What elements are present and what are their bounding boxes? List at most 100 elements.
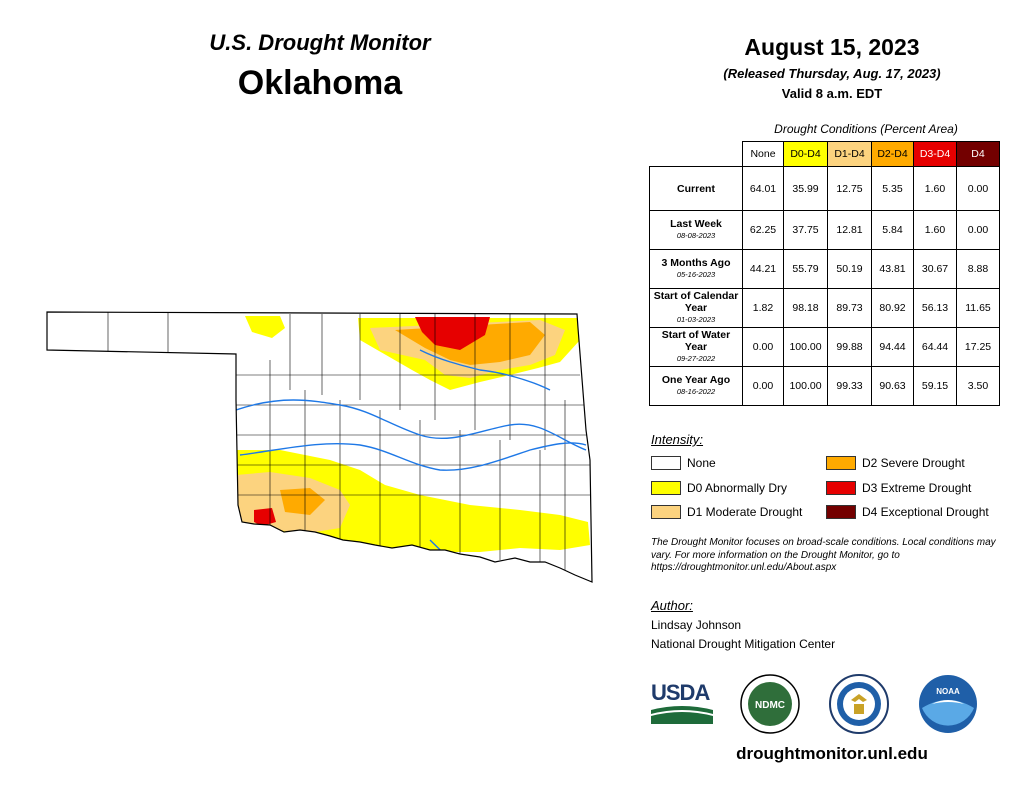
table-cell: 12.75 [827,166,872,211]
legend-swatch [651,456,681,470]
table-cell: 98.18 [783,288,828,328]
row-label-text: One Year Ago [661,374,731,386]
table-cell: 94.44 [871,327,914,367]
website-url: droughtmonitor.unl.edu [736,744,928,763]
table-cell: 0.00 [742,366,784,406]
author-org: National Drought Mitigation Center [651,637,836,651]
state-name: Oklahoma [237,64,403,102]
col-header-d4: D4 [956,141,1000,167]
row-label: Start of Water Year 09-27-2022 [649,327,743,367]
usda-stripes [651,706,713,724]
table-row: Last Week 08-08-2023 62.25 37.75 12.81 5.84 1.… [649,210,1000,250]
legend-item-d0: D0 Abnormally Dry [651,481,787,495]
row-label-text: 3 Months Ago [661,257,731,269]
table-cell: 99.33 [827,366,872,406]
author-name: Lindsay Johnson [651,618,742,632]
table-cell: 5.35 [871,166,914,211]
legend-item-d4: D4 Exceptional Drought [826,505,989,519]
table-cell: 0.00 [742,327,784,367]
oklahoma-drought-map [46,311,593,583]
legend-label: D0 Abnormally Dry [687,481,788,495]
state-outline [46,311,593,583]
row-label-text: Last Week [670,218,722,230]
col-header-d1-d4: D1-D4 [827,141,872,167]
table-corner [650,142,743,167]
row-label-text: Start of Calendar Year [653,290,739,314]
table-cell: 62.25 [742,210,784,250]
legend-label: D1 Moderate Drought [687,505,803,519]
table-cell: 0.00 [956,210,1000,250]
row-label: Current [649,166,743,211]
table-cell: 12.81 [827,210,872,250]
table-cell: 1.82 [742,288,784,328]
d0-region-panhandle-edge [245,316,285,338]
table-header-row: None D0-D4 D1-D4 D2-D4 D3-D4 D4 [650,141,1000,167]
row-date: 08-16-2022 [676,387,716,396]
legend-item-none: None [651,456,716,470]
table-cell: 64.01 [742,166,784,211]
noaa-logo: NOAA [919,675,977,733]
col-header-d3-d4: D3-D4 [913,141,957,167]
table-cell: 55.79 [783,249,828,289]
table-row: Start of Water Year 09-27-2022 0.00 100.00 9… [649,327,1000,367]
col-header-d0-d4: D0-D4 [783,141,828,167]
table-cell: 90.63 [871,366,914,406]
table-cell: 59.15 [913,366,957,406]
row-label-text: Current [677,182,715,195]
legend-label: D4 Exceptional Drought [862,505,989,519]
row-label: Last Week 08-08-2023 [649,210,743,250]
table-cell: 44.21 [742,249,784,289]
legend-swatch [826,456,856,470]
table-caption: Drought Conditions (Percent Area) [774,122,958,136]
table-cell: 35.99 [783,166,828,211]
d3-region-southwest [254,508,276,526]
author-label: Author: [651,598,693,613]
col-header-d2-d4: D2-D4 [871,141,914,167]
table-row: Current 64.01 35.99 12.75 5.35 1.60 0.00 [649,166,1000,211]
legend-swatch [651,481,681,495]
table-cell: 64.44 [913,327,957,367]
page-title: U.S. Drought Monitor [209,30,431,55]
table-cell: 80.92 [871,288,914,328]
row-label-text: Start of Water Year [661,329,731,353]
table-cell: 5.84 [871,210,914,250]
ndmc-wordmark: NDMC [755,700,785,711]
table-cell: 37.75 [783,210,828,250]
table-cell: 11.65 [956,288,1000,328]
row-label: Start of Calendar Year 01-03-2023 [649,288,743,328]
legend-title: Intensity: [651,432,704,447]
row-date: 05-16-2023 [676,270,716,279]
county-boundaries [107,312,592,570]
legend-swatch [826,481,856,495]
table-row: One Year Ago 08-16-2022 0.00 100.00 99.33 90.… [649,366,1000,406]
col-header-none: None [742,141,784,167]
row-date: 01-03-2023 [676,315,716,324]
legend-label: D3 Extreme Drought [862,481,972,495]
table-cell: 1.60 [913,166,957,211]
table-row: Start of Calendar Year 01-03-2023 1.82 98.1… [649,288,1000,328]
valid-time: Valid 8 a.m. EDT [781,86,883,101]
table-row: 3 Months Ago 05-16-2023 44.21 55.79 50.19 43.… [649,249,1000,289]
table-cell: 0.00 [956,166,1000,211]
table-cell: 43.81 [871,249,914,289]
table-cell: 30.67 [913,249,957,289]
table-cell: 1.60 [913,210,957,250]
legend-swatch [826,505,856,519]
legend-item-d3: D3 Extreme Drought [826,481,971,495]
table-cell: 100.00 [783,327,828,367]
release-date: (Released Thursday, Aug. 17, 2023) [723,66,941,81]
row-label: 3 Months Ago 05-16-2023 [649,249,743,289]
table-cell: 50.19 [827,249,872,289]
rivers [235,349,587,569]
usda-logo: USDA [651,682,715,728]
table-cell: 99.88 [827,327,872,367]
table-cell: 3.50 [956,366,1000,406]
ndmc-logo: NDMC [740,674,800,734]
usda-wordmark: USDA [651,680,710,705]
disclaimer-text: The Drought Monitor focuses on broad-sca… [651,537,996,573]
row-date: 09-27-2022 [676,354,716,363]
legend-label: None [687,456,716,470]
legend-label: D2 Severe Drought [862,456,965,470]
table-cell: 17.25 [956,327,1000,367]
map-date: August 15, 2023 [744,34,920,60]
